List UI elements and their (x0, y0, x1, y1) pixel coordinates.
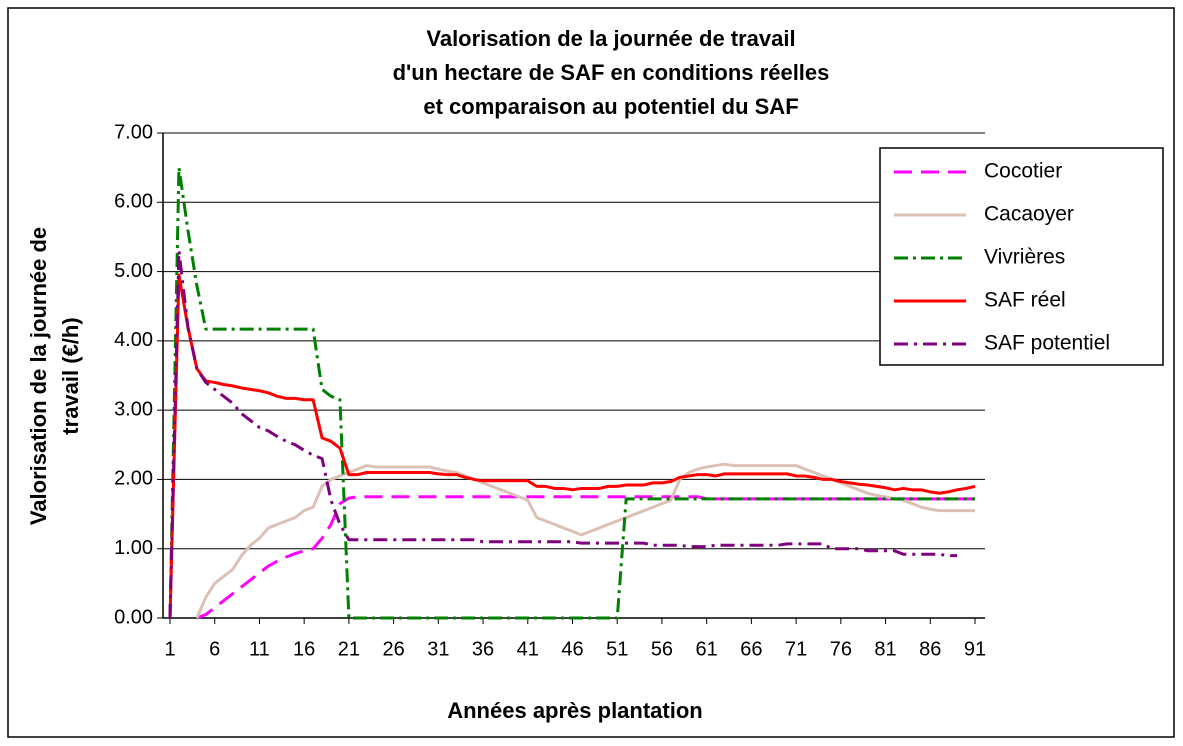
chart-title: et comparaison au potentiel du SAF (423, 94, 798, 119)
series-line (168, 249, 958, 619)
x-tick-label: 91 (964, 638, 986, 660)
x-tick-label: 6 (209, 638, 220, 660)
series-line (168, 166, 975, 620)
legend-label: Vivrières (984, 246, 1065, 269)
x-tick-label: 81 (874, 638, 896, 660)
x-tick-label: 86 (919, 638, 941, 660)
y-tick-label: 0.00 (114, 606, 153, 628)
x-tick-label: 1 (164, 638, 175, 660)
y-tick-label: 2.00 (114, 468, 153, 490)
legend: Cocotier Cacaoyer Vivrières SAF réel SAF pot… (879, 147, 1164, 366)
chart-title: Valorisation de la journée de travail (426, 26, 795, 51)
series-line (196, 495, 975, 620)
x-tick-label: 26 (382, 638, 404, 660)
y-axis-title: Valorisation de la journée de travail (€… (26, 227, 83, 525)
series-line (168, 273, 976, 619)
y-tick-label: 6.00 (114, 191, 153, 213)
y-axis-title-line: travail (€/h) (58, 317, 83, 434)
y-tick-label: 3.00 (114, 398, 153, 420)
x-tick-label: 66 (740, 638, 762, 660)
x-tick-label: 46 (561, 638, 583, 660)
chart-title: d'un hectare de SAF en conditions réelle… (393, 60, 830, 85)
x-tick-label: 11 (249, 638, 270, 660)
x-tick-label: 61 (696, 638, 718, 660)
x-tick-label: 16 (293, 638, 315, 660)
x-tick-label: 41 (517, 638, 539, 660)
legend-label: SAF potentiel (984, 332, 1110, 355)
x-axis-title: Années après plantation (447, 698, 703, 723)
legend-label: Cacaoyer (984, 203, 1074, 226)
x-tick-label: 21 (338, 638, 360, 660)
y-tick-label: 5.00 (114, 260, 153, 282)
x-tick-label: 36 (472, 638, 494, 660)
y-tick-label: 4.00 (114, 329, 153, 351)
x-tick-label: 76 (830, 638, 852, 660)
y-axis-title-line: Valorisation de la journée de (26, 227, 51, 525)
legend-label: SAF réel (984, 289, 1066, 312)
y-tick-label: 1.00 (114, 537, 153, 559)
legend-label: Cocotier (984, 160, 1062, 183)
x-tick-label: 51 (606, 638, 628, 660)
x-tick-label: 31 (427, 638, 449, 660)
y-tick-label: 7.00 (114, 121, 153, 143)
x-tick-label: 56 (651, 638, 673, 660)
x-tick-label: 71 (785, 638, 807, 660)
